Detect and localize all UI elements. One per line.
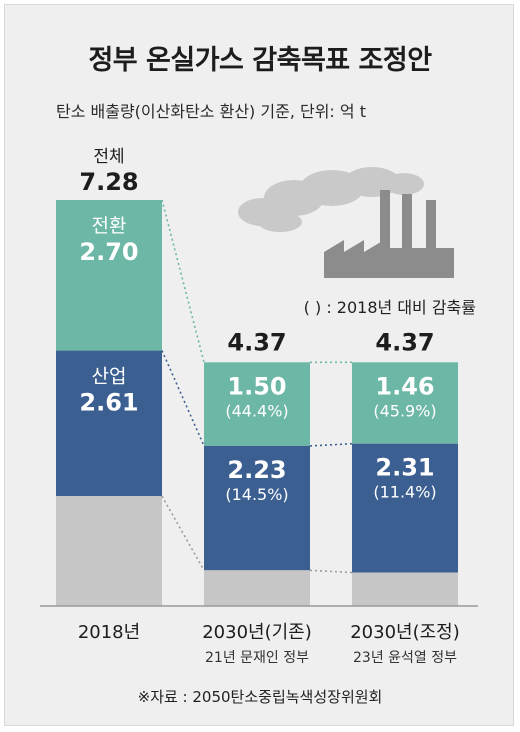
data-label-conversion-2: 1.46: [375, 372, 434, 400]
bar-conversion-0: [56, 200, 162, 351]
total-label-1: 4.37: [227, 328, 286, 356]
total-label-0: 7.28: [79, 168, 138, 196]
bar-industry-0: [56, 350, 162, 497]
connector-line-0-0: [161, 199, 205, 363]
rate-label-industry-1: (14.5%): [225, 485, 288, 504]
reduction-rate-note: ( ) : 2018년 대비 감축률: [303, 298, 476, 317]
bar-other-2: [352, 572, 458, 606]
bar-conversion-1: [204, 362, 310, 446]
x-tick-label-0: 2018년: [78, 622, 140, 643]
bar-segment-name-industry: 산업: [92, 366, 127, 388]
x-tick-label-1: 2030년(기존): [202, 622, 312, 643]
chart-subtitle: 탄소 배출량(이산화탄소 환산) 기준, 단위: 억 t: [56, 102, 366, 121]
bar-industry-2: [352, 443, 458, 573]
data-label-conversion-0: 2.70: [79, 238, 138, 266]
bar-industry-1: [204, 445, 310, 571]
bar-other-1: [204, 570, 310, 606]
connector-line-1-2: [309, 569, 353, 574]
data-label-industry-1: 2.23: [227, 456, 286, 484]
total-prefix-label: 전체: [93, 147, 124, 167]
data-label-industry-2: 2.31: [375, 454, 434, 482]
connector-line-0-1: [161, 350, 205, 447]
bar-segment-name-conversion: 전환: [92, 215, 127, 237]
connector-line-0-2: [161, 495, 205, 571]
rate-label-conversion-2: (45.9%): [373, 401, 436, 420]
total-label-2: 4.37: [375, 328, 434, 356]
rate-label-conversion-1: (44.4%): [225, 401, 288, 420]
x-tick-label-2: 2030년(조정): [350, 622, 460, 643]
connector-line-1-1: [309, 442, 353, 447]
rate-label-industry-2: (11.4%): [373, 483, 436, 502]
chart-title: 정부 온실가스 감축목표 조정안: [88, 45, 432, 76]
data-label-conversion-1: 1.50: [227, 372, 286, 400]
source-note: ※자료 : 2050탄소중립녹색성장위원회: [137, 688, 383, 706]
x-tick-sublabel-1: 21년 문재인 정부: [205, 650, 309, 666]
bar-other-0: [56, 496, 162, 606]
data-label-industry-0: 2.61: [79, 389, 138, 417]
bar-conversion-2: [352, 362, 458, 444]
x-tick-sublabel-2: 23년 윤석열 정부: [353, 650, 457, 666]
factory-icon: [238, 167, 454, 278]
